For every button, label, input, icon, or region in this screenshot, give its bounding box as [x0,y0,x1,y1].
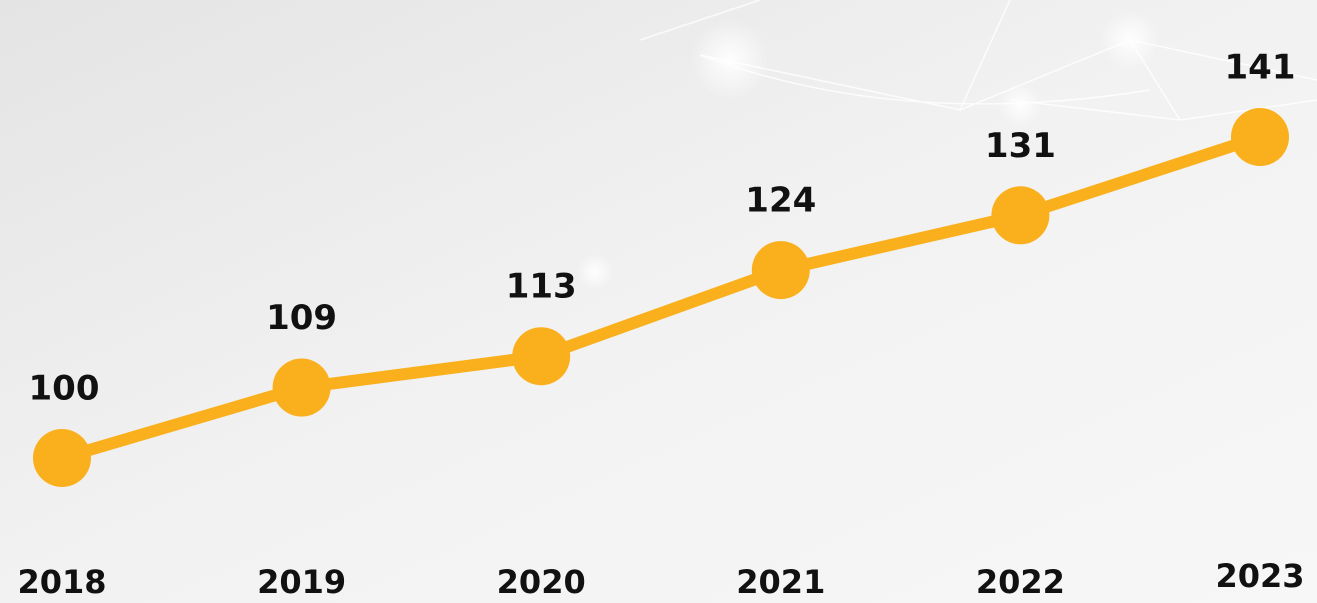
point [33,429,91,487]
x-tick-label: 2022 [976,563,1065,601]
point [272,358,331,417]
value-label: 141 [1225,48,1296,88]
point [991,186,1050,245]
glow [577,254,613,290]
value-label: 131 [985,126,1056,166]
x-tick-label: 2018 [17,563,106,601]
network-decoration [639,0,1317,121]
x-tick-label: 2019 [257,563,346,601]
glow [1100,10,1160,70]
value-label: 100 [29,369,100,409]
point [751,241,810,300]
x-tick-label: 2020 [497,563,586,601]
glow [998,83,1042,127]
point [512,327,571,386]
line [60,131,1262,464]
value-label: 109 [266,298,337,338]
plot: 100 109 113 124 131 141 2018 2019 2020 2021 2022 20… [17,48,1304,602]
glow [690,20,770,100]
x-tick-label: 2023 [1215,557,1304,595]
value-label: 113 [506,267,577,307]
point [1231,108,1289,166]
value-label: 124 [745,181,816,221]
x-tick-label: 2021 [736,563,825,601]
